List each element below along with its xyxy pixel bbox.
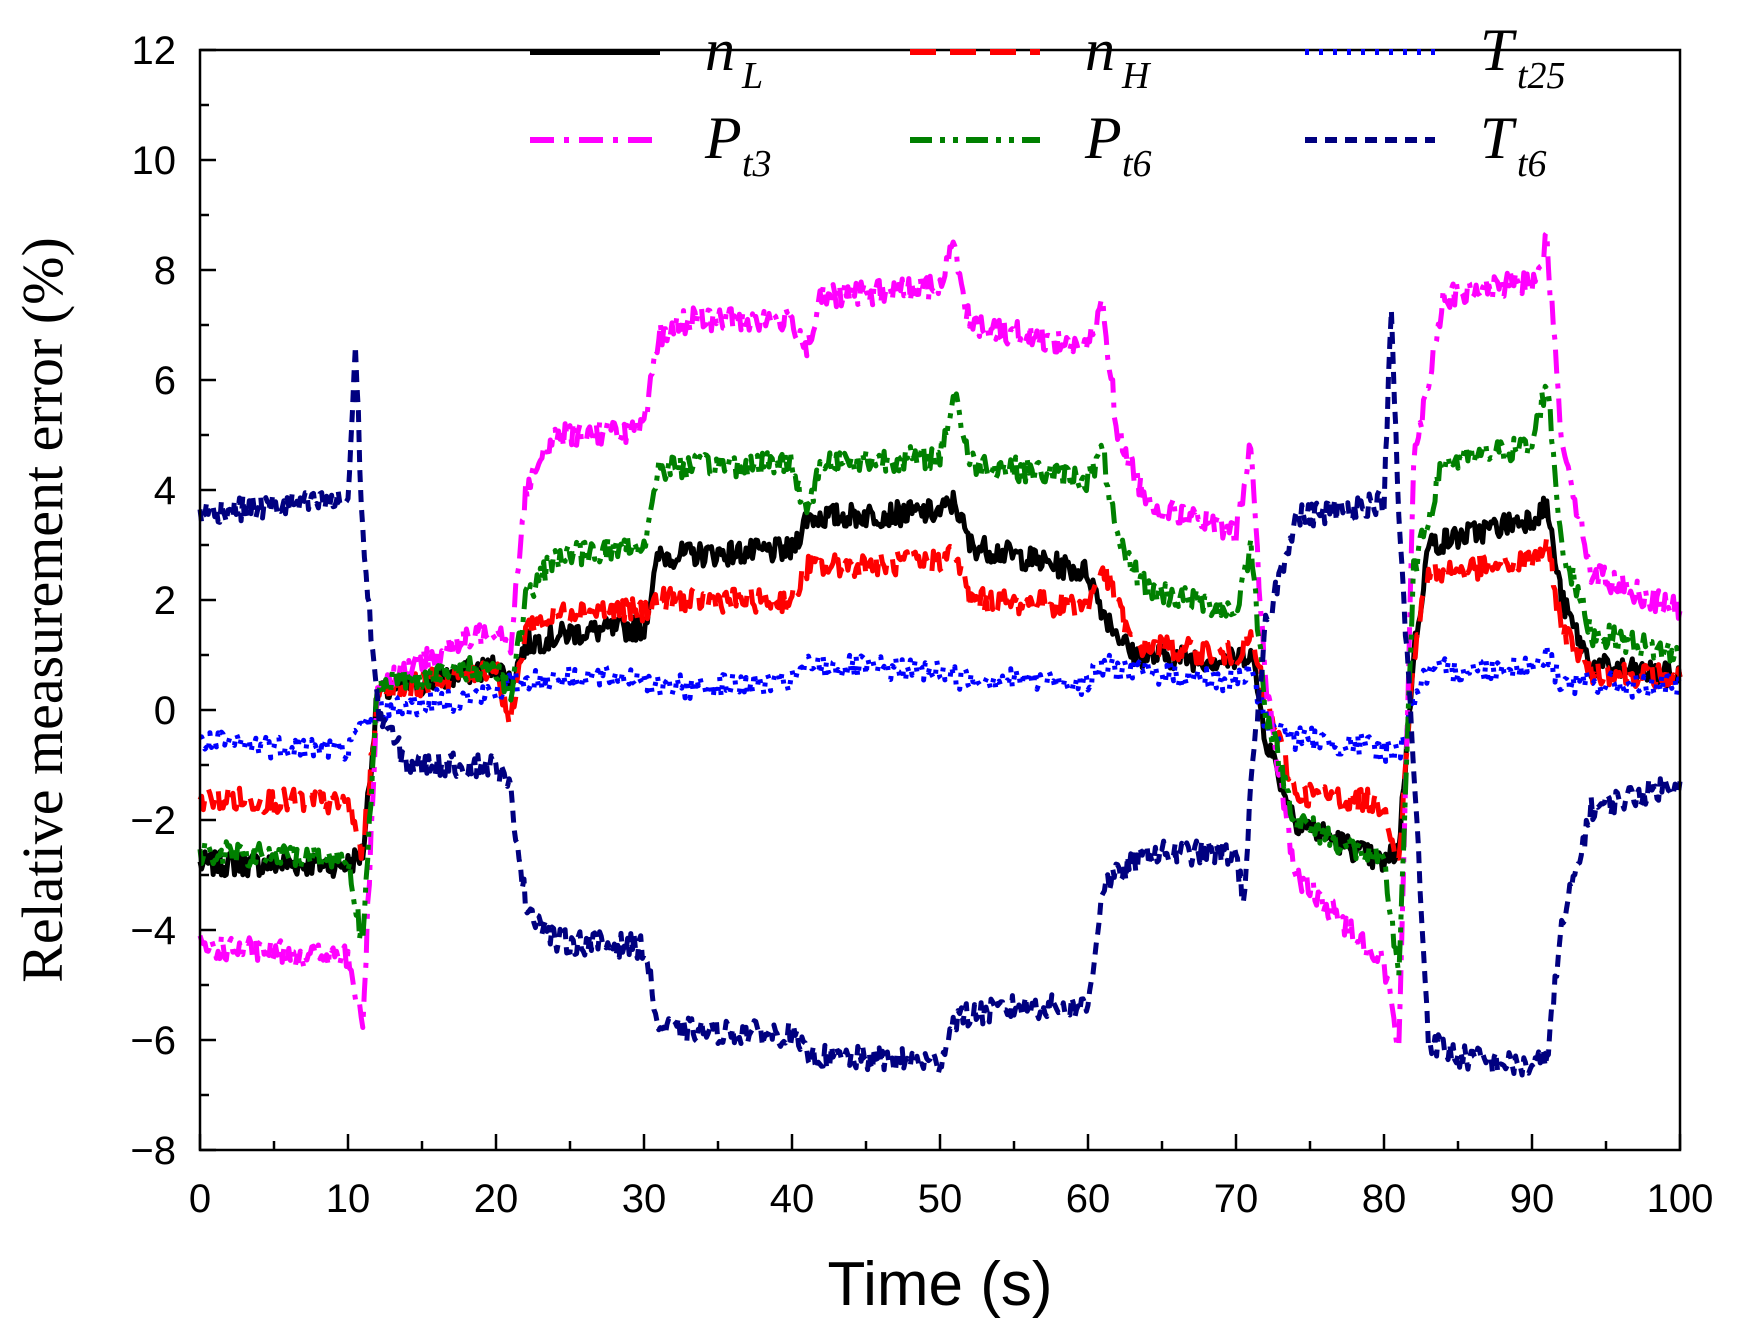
x-tick-label: 60 — [1066, 1177, 1111, 1221]
legend-label-subscript: t6 — [1122, 143, 1152, 185]
legend-label-subscript: t3 — [742, 143, 772, 185]
x-tick-label: 50 — [918, 1177, 963, 1221]
axes-layer: 0 10 20 30 40 50 60 70 80 90 100 −8 −6 −4 −2 0 2 4 6 8 10 12 — [130, 29, 1713, 1221]
y-tick-label: −4 — [130, 909, 176, 953]
legend-label-subscript: t25 — [1517, 55, 1566, 97]
series-line-tt25 — [199, 641, 1683, 765]
x-tick-label: 20 — [474, 1177, 519, 1221]
legend-label: n — [705, 17, 735, 83]
x-tick-label: 40 — [770, 1177, 815, 1221]
y-tick-label: 12 — [132, 29, 177, 73]
y-tick-label: −6 — [130, 1019, 176, 1063]
y-tick-label: 4 — [154, 469, 176, 513]
y-axis-title: Relative measurement error (%) — [10, 237, 75, 983]
y-tick-label: −2 — [130, 799, 176, 843]
y-tick-label: 8 — [154, 249, 176, 293]
legend-label: T — [1480, 105, 1517, 171]
y-tick-label: 0 — [154, 689, 176, 733]
legend-label-subscript: H — [1121, 55, 1152, 97]
plot-area-frame — [198, 48, 1682, 1152]
y-tick-label: 10 — [132, 139, 177, 183]
y-tick-label: −8 — [130, 1129, 176, 1173]
series-line-nh — [197, 533, 1683, 863]
legend-label-subscript: L — [741, 55, 763, 97]
x-tick-label: 10 — [326, 1177, 371, 1221]
y-tick-label: 2 — [154, 579, 176, 623]
legend-label: T — [1480, 17, 1517, 83]
x-tick-label: 80 — [1362, 1177, 1407, 1221]
series-line-pt3 — [197, 230, 1683, 1050]
x-tick-label: 90 — [1510, 1177, 1555, 1221]
series-layer — [197, 230, 1683, 1078]
legend-label: n — [1085, 17, 1115, 83]
legend-label: P — [704, 105, 742, 171]
series-line-pt6 — [197, 383, 1682, 979]
legend-label-subscript: t6 — [1517, 143, 1547, 185]
x-tick-label: 70 — [1214, 1177, 1259, 1221]
x-tick-label: 0 — [189, 1177, 211, 1221]
series-line-tt6 — [197, 308, 1683, 1078]
x-axis-title: Time (s) — [828, 1250, 1053, 1319]
legend-label: P — [1084, 105, 1122, 171]
y-tick-label: 6 — [154, 359, 176, 403]
x-tick-label: 30 — [622, 1177, 667, 1221]
x-tick-label: 100 — [1647, 1177, 1714, 1221]
